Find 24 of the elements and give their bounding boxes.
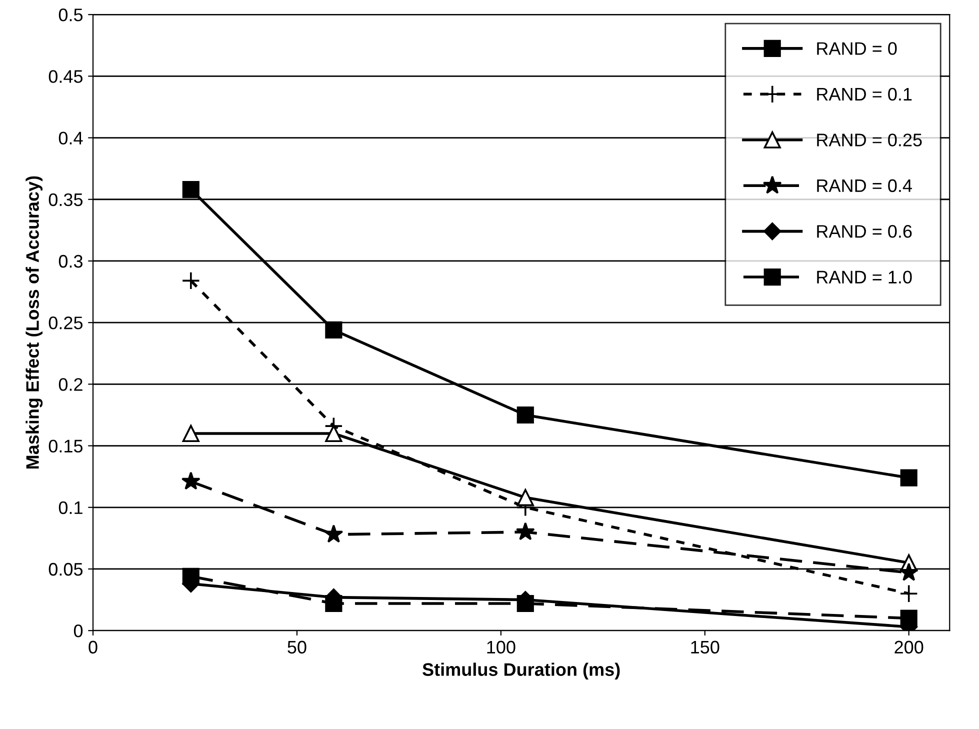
- x-axis-title: Stimulus Duration (ms): [422, 662, 620, 680]
- legend-label: RAND = 0.1: [817, 88, 912, 101]
- x-tick-label: 150: [691, 640, 720, 654]
- legend-label: RAND = 0.4: [817, 179, 912, 192]
- x-tick-label: 100: [487, 640, 516, 654]
- y-tick-label: 0.4: [58, 132, 83, 144]
- y-tick-label: 0.3: [58, 254, 82, 268]
- legend-label: RAND = 0: [817, 42, 897, 55]
- y-tick-label: 0.1: [58, 501, 82, 514]
- y-tick-label: 0.15: [48, 440, 83, 453]
- y-tick-label: 0.25: [48, 316, 83, 330]
- legend-label: RAND = 0.25: [817, 134, 922, 146]
- y-tick-label: 0.05: [48, 562, 83, 576]
- y-tick-label: 0.45: [48, 70, 83, 83]
- x-tick-label: 200: [894, 640, 924, 654]
- y-tick-label: 0.2: [58, 378, 82, 391]
- legend-label: RAND = 1.0: [817, 270, 912, 284]
- x-tick-label: 0: [88, 640, 98, 654]
- x-tick-label: 50: [288, 640, 306, 654]
- legend-label: RAND = 0.6: [817, 225, 912, 238]
- y-tick-label: 0.5: [58, 8, 83, 22]
- y-tick-label: 0.35: [48, 193, 83, 206]
- y-tick-label: 0: [74, 624, 83, 638]
- y-axis-title: Masking Effect (Loss of Accuracy): [26, 176, 43, 469]
